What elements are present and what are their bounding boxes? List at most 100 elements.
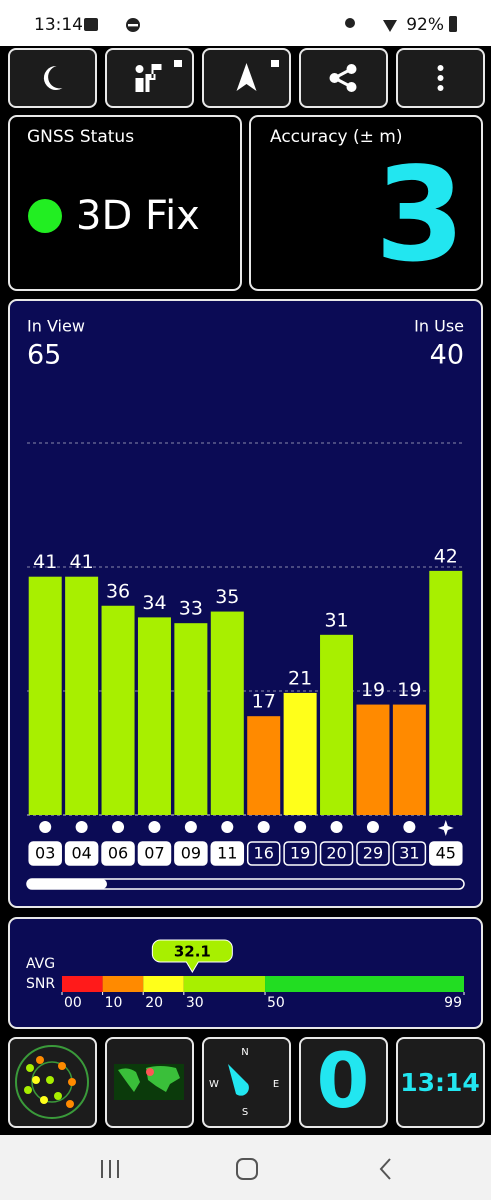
snr-bar bbox=[137, 617, 171, 815]
prn-box bbox=[64, 841, 99, 866]
snr-bar bbox=[283, 692, 317, 815]
gnss-status-panel bbox=[8, 115, 242, 291]
radar-dot bbox=[36, 1056, 44, 1064]
menu-dot bbox=[437, 65, 444, 71]
compass-w: W bbox=[209, 1079, 219, 1090]
bottom-tile[interactable] bbox=[396, 1037, 485, 1128]
snr-bar bbox=[356, 704, 390, 815]
accuracy-value: 3 bbox=[375, 139, 465, 291]
snr-bar bbox=[247, 716, 281, 815]
gnss-status-label: GNSS Status bbox=[27, 127, 134, 147]
battery-icon bbox=[449, 16, 457, 32]
radar-dot bbox=[46, 1076, 54, 1084]
snr-tick-label: 50 bbox=[267, 995, 285, 1011]
snr-tick-label: 30 bbox=[186, 995, 204, 1011]
satellite-count: 0 bbox=[317, 1036, 370, 1125]
snr-tick-label: 20 bbox=[145, 995, 163, 1011]
accuracy-panel bbox=[249, 115, 483, 291]
menu-dot bbox=[437, 75, 444, 81]
map-location bbox=[146, 1068, 154, 1076]
airplane-icon bbox=[383, 20, 397, 32]
snr-bar bbox=[320, 634, 354, 815]
constellation-marker bbox=[148, 821, 161, 833]
compass-s: S bbox=[242, 1107, 248, 1118]
home-button[interactable] bbox=[236, 1158, 258, 1180]
status-time: 13:14 bbox=[34, 15, 83, 35]
radar-dot bbox=[68, 1078, 76, 1086]
constellation-marker bbox=[184, 821, 197, 833]
prn-box bbox=[356, 841, 390, 866]
prn-label: 45 bbox=[436, 844, 456, 863]
snr-tick-label: 00 bbox=[64, 995, 82, 1011]
in-use-label: In Use bbox=[414, 317, 464, 336]
accuracy-label: Accuracy (± m) bbox=[270, 127, 403, 147]
constellation-marker bbox=[221, 821, 234, 833]
constellation-marker bbox=[294, 821, 307, 833]
bar-value-label: 42 bbox=[434, 545, 458, 567]
snr-tick-label: 10 bbox=[105, 995, 123, 1011]
in-use-value: 40 bbox=[430, 340, 464, 371]
bar-value-label: 17 bbox=[252, 691, 276, 713]
arrow-icon bbox=[236, 63, 257, 91]
snr-segment bbox=[143, 976, 184, 992]
compass-needle bbox=[228, 1064, 249, 1096]
prn-label: 09 bbox=[181, 844, 201, 863]
constellation-marker bbox=[330, 821, 343, 833]
prn-label: 11 bbox=[217, 844, 237, 863]
snr-bar bbox=[101, 605, 135, 815]
prn-box bbox=[137, 841, 172, 866]
snr-segment bbox=[265, 976, 464, 992]
fix-text: 3D Fix bbox=[76, 193, 200, 239]
back-button[interactable] bbox=[379, 1158, 391, 1180]
bar-value-label: 35 bbox=[215, 586, 239, 608]
prn-label: 31 bbox=[399, 844, 419, 863]
radar-dot bbox=[24, 1086, 32, 1094]
gallery-icon bbox=[84, 18, 98, 31]
radar-dot bbox=[40, 1096, 48, 1104]
constellation-marker bbox=[75, 821, 88, 833]
prn-box bbox=[174, 841, 208, 866]
prn-label: 16 bbox=[254, 844, 274, 863]
avg-label: AVG bbox=[26, 956, 55, 972]
constellation-marker bbox=[437, 820, 454, 836]
night-mode-button[interactable] bbox=[8, 48, 97, 108]
prn-label: 20 bbox=[326, 844, 346, 863]
lock-icon bbox=[174, 60, 182, 67]
compass-n: N bbox=[241, 1047, 248, 1058]
constellation-marker bbox=[112, 821, 125, 833]
snr-segment bbox=[102, 976, 144, 992]
bar-value-label: 19 bbox=[397, 679, 421, 701]
prn-label: 19 bbox=[290, 844, 310, 863]
bottom-tile[interactable] bbox=[299, 1037, 388, 1128]
snr-bar bbox=[392, 704, 426, 815]
in-view-label: In View bbox=[27, 317, 85, 336]
prn-box bbox=[319, 841, 354, 866]
nav-bar bbox=[0, 1135, 491, 1200]
lock-icon bbox=[271, 60, 279, 67]
radar-dot bbox=[54, 1092, 62, 1100]
snr-bar bbox=[174, 623, 208, 815]
radar-dot bbox=[26, 1064, 34, 1072]
radar-dot bbox=[66, 1100, 74, 1108]
scrollbar-thumb bbox=[27, 879, 107, 889]
bar-value-label: 21 bbox=[288, 667, 312, 689]
status-bar bbox=[0, 0, 491, 46]
bar-value-label: 19 bbox=[361, 679, 385, 701]
snr-bar bbox=[429, 570, 463, 815]
bar-value-label: 34 bbox=[142, 592, 166, 614]
prn-label: 04 bbox=[71, 844, 91, 863]
poi-icon bbox=[135, 64, 162, 92]
share-button[interactable] bbox=[299, 48, 388, 108]
bar-value-label: 36 bbox=[106, 580, 130, 602]
bar-value-label: 41 bbox=[33, 551, 57, 573]
radar-ring bbox=[15, 1045, 89, 1119]
location-icon bbox=[345, 18, 355, 28]
battery-text: 92% bbox=[406, 15, 444, 35]
prn-box bbox=[28, 841, 62, 866]
average-pointer bbox=[151, 939, 233, 973]
recent-apps-button[interactable] bbox=[101, 1160, 119, 1178]
prn-box bbox=[210, 841, 245, 866]
moon-icon bbox=[43, 65, 63, 90]
